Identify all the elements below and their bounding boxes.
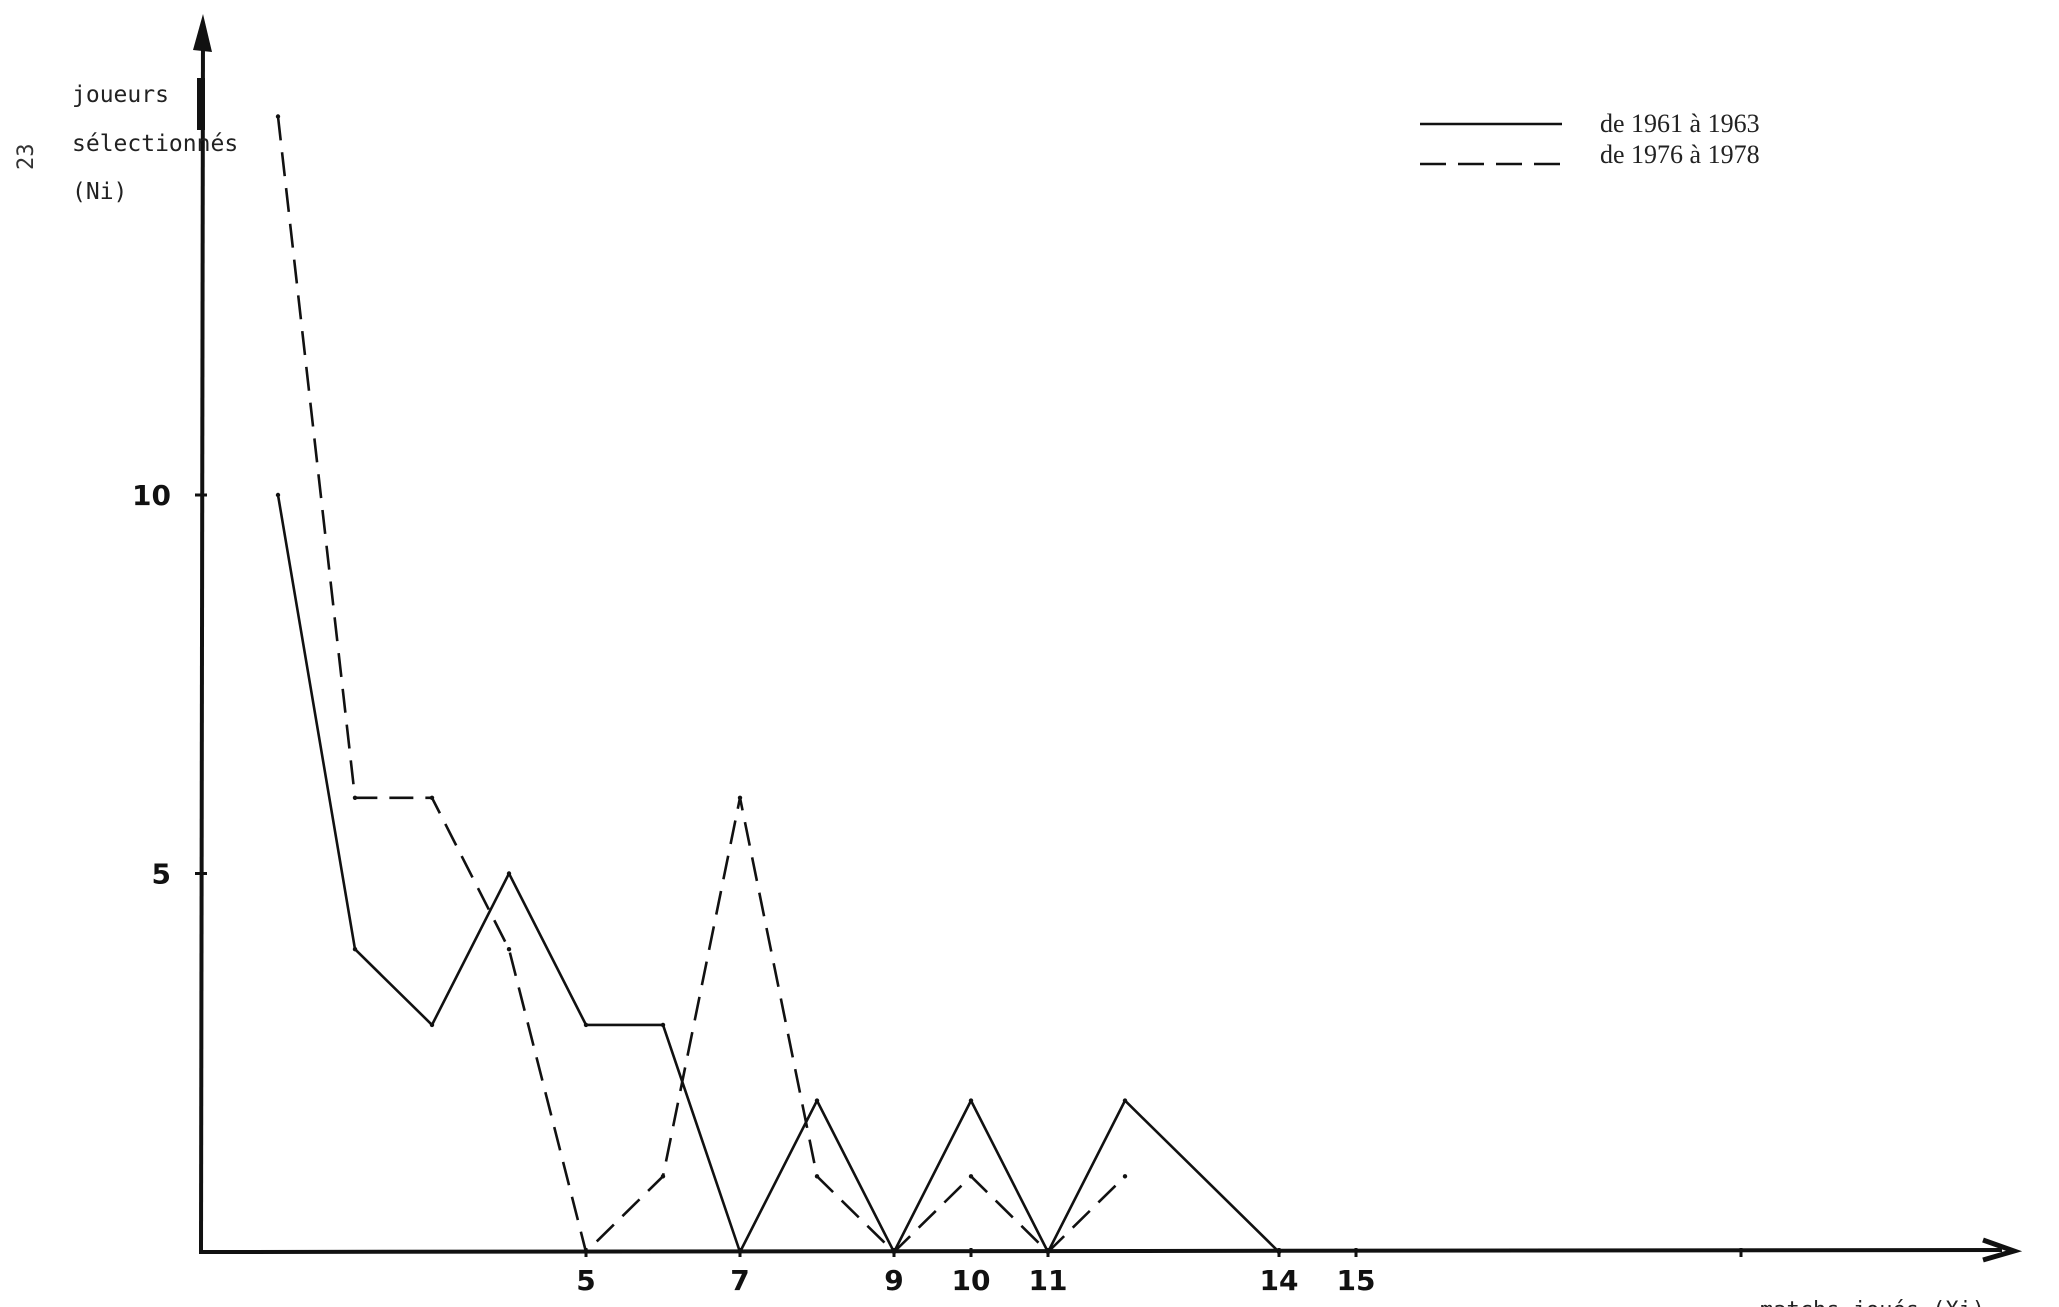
x-tick-label: 10 (952, 1264, 991, 1297)
data-point (1122, 1098, 1128, 1103)
x-tick-label: 11 (1029, 1264, 1068, 1297)
data-point (506, 947, 512, 952)
y-axis-label-line-1: joueurs (72, 82, 169, 108)
x-axis (198, 1248, 2003, 1254)
data-point (737, 795, 743, 800)
data-point (506, 871, 512, 876)
series-line-dashed (276, 116, 1126, 1254)
data-point (891, 1249, 897, 1255)
y-tick-label: 10 (132, 479, 171, 512)
y-axis-arrow (193, 14, 212, 52)
data-point (968, 1174, 974, 1179)
data-point (737, 1249, 743, 1255)
data-point (583, 1249, 589, 1255)
margin-mark: 23 (14, 144, 39, 171)
x-ticks: 5 7 9 10 11 14 15 (576, 1248, 1743, 1297)
data-point (968, 1098, 974, 1103)
y-axis-label-line-3: (Ni) (72, 179, 127, 205)
series-group (275, 114, 1282, 1255)
legend-label-1976-1978: de 1976 à 1978 (1600, 140, 1760, 169)
legend-label-1961-1963: de 1961 à 1963 (1600, 109, 1760, 138)
x-axis-label: matchs joués (Xi) (1760, 1298, 1985, 1307)
y-tick-label: 5 (152, 858, 171, 891)
x-tick-label: 14 (1260, 1264, 1299, 1297)
data-point (1122, 1174, 1128, 1179)
data-point (352, 947, 358, 952)
data-point (429, 1022, 435, 1028)
data-point (1276, 1249, 1282, 1255)
y-axis (199, 24, 205, 1253)
data-point (275, 114, 281, 119)
y-ticks: 5 10 (132, 479, 207, 891)
data-point (583, 1022, 589, 1028)
x-tick-label: 15 (1337, 1264, 1376, 1297)
data-point (352, 795, 358, 800)
x-tick-label: 5 (576, 1264, 595, 1297)
y-axis-label-line-2: sélectionnés (72, 131, 238, 157)
x-tick-label: 9 (884, 1264, 903, 1297)
data-point (814, 1098, 820, 1103)
data-point (275, 492, 281, 498)
x-tick-label: 7 (730, 1264, 749, 1297)
data-point (1045, 1249, 1051, 1255)
axes (193, 14, 2023, 1263)
data-point (660, 1022, 666, 1028)
y-axis-thick-mark (197, 78, 205, 130)
legend: de 1961 à 1963 de 1976 à 1978 (1420, 109, 1760, 169)
series-line-solid (276, 494, 1280, 1254)
data-point (429, 795, 435, 800)
x-axis-arrow (1982, 1237, 2023, 1263)
data-point (814, 1174, 820, 1179)
data-point (660, 1174, 666, 1179)
